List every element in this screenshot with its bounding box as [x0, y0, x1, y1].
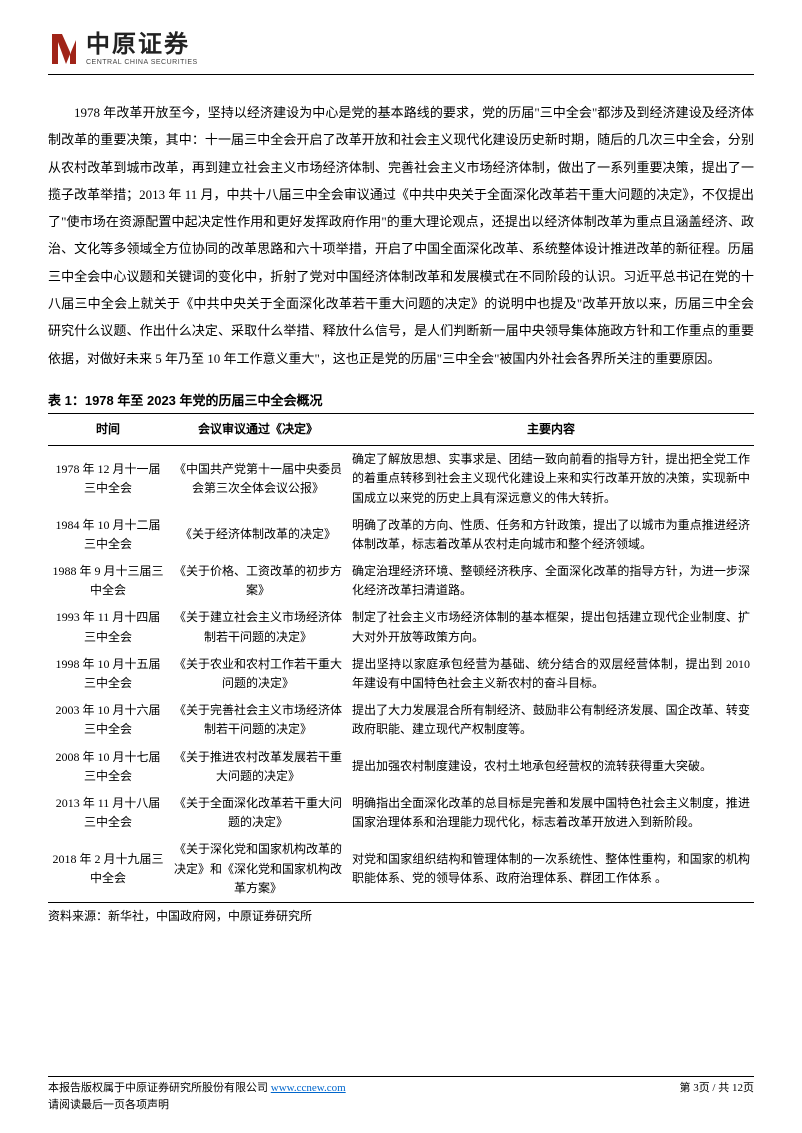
table-row: 2018 年 2 月十九届三中全会《关于深化党和国家机构改革的决定》和《深化党和…	[48, 836, 754, 902]
page-footer: 本报告版权属于中原证券研究所股份有限公司 www.ccnew.com 请阅读最后…	[48, 1080, 754, 1113]
cell-doc: 《关于推进农村改革发展若干重大问题的决定》	[168, 744, 348, 790]
brand-logo: 中原证券 CENTRAL CHINA SECURITIES	[48, 30, 754, 68]
cell-time: 1993 年 11 月十四届三中全会	[48, 604, 168, 650]
cell-time: 2008 年 10 月十七届三中全会	[48, 744, 168, 790]
cell-doc: 《关于价格、工资改革的初步方案》	[168, 558, 348, 604]
table-source: 资料来源：新华社，中国政府网，中原证券研究所	[48, 907, 754, 924]
footer-rule	[48, 1076, 754, 1077]
col-doc: 会议审议通过《决定》	[168, 413, 348, 445]
table-row: 1978 年 12 月十一届三中全会《中国共产党第十一届中央委员会第三次全体会议…	[48, 446, 754, 512]
logo-mark-icon	[48, 30, 80, 68]
cell-desc: 确定治理经济环境、整顿经济秩序、全面深化改革的指导方针，为进一步深化经济改革扫清…	[348, 558, 754, 604]
cell-desc: 提出加强农村制度建设，农村土地承包经营权的流转获得重大突破。	[348, 744, 754, 790]
table-row: 1984 年 10 月十二届三中全会《关于经济体制改革的决定》明确了改革的方向、…	[48, 512, 754, 558]
cell-desc: 明确指出全面深化改革的总目标是完善和发展中国特色社会主义制度，推进国家治理体系和…	[348, 790, 754, 836]
logo-en-text: CENTRAL CHINA SECURITIES	[86, 59, 198, 66]
table-row: 1998 年 10 月十五届三中全会《关于农业和农村工作若干重大问题的决定》提出…	[48, 651, 754, 697]
footer-url[interactable]: www.ccnew.com	[271, 1082, 346, 1094]
cell-desc: 对党和国家组织结构和管理体制的一次系统性、整体性重构，和国家的机构职能体系、党的…	[348, 836, 754, 902]
cell-time: 1998 年 10 月十五届三中全会	[48, 651, 168, 697]
page-indicator: 第 3页 / 共 12页	[679, 1082, 754, 1094]
cell-time: 2013 年 11 月十八届三中全会	[48, 790, 168, 836]
body-paragraph: 1978 年改革开放至今，坚持以经济建设为中心是党的基本路线的要求，党的历届"三…	[48, 99, 754, 372]
table-row: 2008 年 10 月十七届三中全会《关于推进农村改革发展若干重大问题的决定》提…	[48, 744, 754, 790]
footer-copyright: 本报告版权属于中原证券研究所股份有限公司	[48, 1082, 271, 1094]
table-title: 表 1：1978 年至 2023 年党的历届三中全会概况	[48, 390, 754, 409]
cell-time: 2018 年 2 月十九届三中全会	[48, 836, 168, 902]
cell-desc: 提出坚持以家庭承包经营为基础、统分结合的双层经营体制，提出到 2010 年建设有…	[348, 651, 754, 697]
col-desc: 主要内容	[348, 413, 754, 445]
cell-doc: 《中国共产党第十一届中央委员会第三次全体会议公报》	[168, 446, 348, 512]
cell-time: 1978 年 12 月十一届三中全会	[48, 446, 168, 512]
col-time: 时间	[48, 413, 168, 445]
cell-doc: 《关于经济体制改革的决定》	[168, 512, 348, 558]
table-row: 2003 年 10 月十六届三中全会《关于完善社会主义市场经济体制若干问题的决定…	[48, 697, 754, 743]
cell-doc: 《关于农业和农村工作若干重大问题的决定》	[168, 651, 348, 697]
header-rule	[48, 74, 754, 75]
cell-doc: 《关于建立社会主义市场经济体制若干问题的决定》	[168, 604, 348, 650]
cell-time: 1988 年 9 月十三届三中全会	[48, 558, 168, 604]
footer-disclaimer: 请阅读最后一页各项声明	[48, 1099, 169, 1111]
cell-desc: 明确了改革的方向、性质、任务和方针政策，提出了以城市为重点推进经济体制改革，标志…	[348, 512, 754, 558]
cell-desc: 提出了大力发展混合所有制经济、鼓励非公有制经济发展、国企改革、转变政府职能、建立…	[348, 697, 754, 743]
table-bottom-rule	[48, 902, 754, 903]
cell-doc: 《关于全面深化改革若干重大问题的决定》	[168, 790, 348, 836]
cell-doc: 《关于完善社会主义市场经济体制若干问题的决定》	[168, 697, 348, 743]
cell-time: 2003 年 10 月十六届三中全会	[48, 697, 168, 743]
table-row: 1993 年 11 月十四届三中全会《关于建立社会主义市场经济体制若干问题的决定…	[48, 604, 754, 650]
logo-cn-text: 中原证券	[86, 33, 198, 57]
cell-doc: 《关于深化党和国家机构改革的决定》和《深化党和国家机构改革方案》	[168, 836, 348, 902]
cell-time: 1984 年 10 月十二届三中全会	[48, 512, 168, 558]
table-row: 2013 年 11 月十八届三中全会《关于全面深化改革若干重大问题的决定》明确指…	[48, 790, 754, 836]
table-header-row: 时间 会议审议通过《决定》 主要内容	[48, 413, 754, 445]
table-row: 1988 年 9 月十三届三中全会《关于价格、工资改革的初步方案》确定治理经济环…	[48, 558, 754, 604]
cell-desc: 制定了社会主义市场经济体制的基本框架，提出包括建立现代企业制度、扩大对外开放等政…	[348, 604, 754, 650]
cell-desc: 确定了解放思想、实事求是、团结一致向前看的指导方针，提出把全党工作的着重点转移到…	[348, 446, 754, 512]
plenum-table: 时间 会议审议通过《决定》 主要内容 1978 年 12 月十一届三中全会《中国…	[48, 413, 754, 902]
